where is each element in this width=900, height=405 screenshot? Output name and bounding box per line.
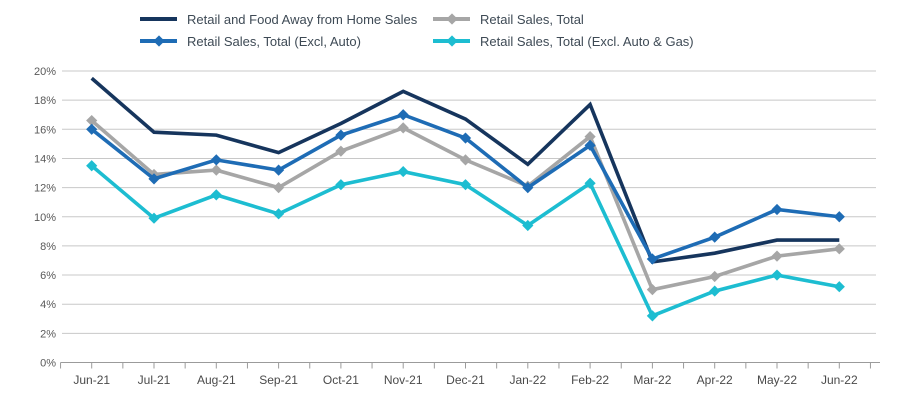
legend-label: Retail and Food Away from Home Sales bbox=[187, 11, 418, 27]
data-point-marker bbox=[86, 114, 98, 127]
data-point-marker bbox=[335, 179, 347, 191]
y-axis-tick-label: 16% bbox=[34, 124, 56, 136]
y-axis-tick-label: 20% bbox=[34, 66, 56, 78]
data-point-marker bbox=[273, 182, 285, 194]
data-point-marker bbox=[584, 130, 596, 143]
data-point-marker bbox=[833, 243, 845, 255]
data-point-marker bbox=[273, 208, 285, 220]
x-axis-tick-label: Apr-22 bbox=[697, 373, 733, 387]
data-point-marker bbox=[86, 123, 98, 135]
data-point-marker bbox=[459, 179, 472, 191]
legend-item-retail-food-away: Retail and Food Away from Home Sales bbox=[140, 10, 433, 28]
x-axis-tick-label: Sep-21 bbox=[259, 373, 298, 387]
legend-label: Retail Sales, Total (Excl. Auto & Gas) bbox=[480, 33, 694, 49]
legend-swatch-navy-line bbox=[140, 17, 177, 21]
y-axis-tick-label: 0% bbox=[40, 358, 56, 370]
x-axis-tick-label: Jun-21 bbox=[73, 373, 110, 387]
y-axis-tick-label: 4% bbox=[40, 299, 56, 311]
data-point-marker bbox=[833, 281, 845, 293]
data-point-marker bbox=[397, 165, 409, 178]
data-point-marker bbox=[833, 211, 845, 223]
legend-item-retail-excl-auto: Retail Sales, Total (Excl, Auto) bbox=[140, 32, 433, 50]
x-axis-tick-label: Jan-22 bbox=[509, 373, 546, 387]
data-point-marker bbox=[584, 139, 596, 151]
legend-item-retail-excl-auto-gas: Retail Sales, Total (Excl. Auto & Gas) bbox=[433, 32, 694, 50]
data-point-marker bbox=[397, 122, 409, 134]
x-axis-tick-label: Mar-22 bbox=[633, 373, 671, 387]
data-point-marker bbox=[148, 173, 160, 185]
x-axis-tick-label: Feb-22 bbox=[571, 373, 609, 387]
y-axis-tick-label: 6% bbox=[40, 270, 56, 282]
y-axis-tick-label: 2% bbox=[40, 328, 56, 340]
data-point-marker bbox=[709, 285, 721, 297]
legend-swatch-cyan-line bbox=[433, 35, 470, 47]
y-axis-tick-label: 10% bbox=[34, 212, 56, 224]
data-point-marker bbox=[646, 310, 658, 322]
data-point-marker bbox=[709, 270, 721, 283]
data-point-marker bbox=[210, 164, 222, 176]
diamond-marker-icon bbox=[445, 35, 458, 47]
y-axis-tick-label: 12% bbox=[34, 183, 56, 195]
x-axis-tick-label: Jun-22 bbox=[821, 373, 858, 387]
data-point-marker bbox=[771, 203, 783, 216]
data-point-marker bbox=[210, 154, 222, 166]
legend-label: Retail Sales, Total bbox=[480, 11, 584, 27]
data-point-marker bbox=[522, 182, 534, 194]
data-point-marker bbox=[646, 284, 658, 296]
data-point-marker bbox=[148, 212, 160, 224]
legend-swatch-gray-line bbox=[433, 13, 470, 25]
chart-legend: Retail and Food Away from Home Sales Ret… bbox=[140, 10, 694, 50]
x-axis-tick-label: Nov-21 bbox=[384, 373, 423, 387]
data-point-marker bbox=[335, 145, 347, 157]
x-axis-tick-label: Aug-21 bbox=[197, 373, 236, 387]
legend-item-retail-total: Retail Sales, Total bbox=[433, 10, 694, 28]
x-axis-tick-label: Oct-21 bbox=[323, 373, 359, 387]
data-point-marker bbox=[397, 109, 409, 121]
legend-label: Retail Sales, Total (Excl, Auto) bbox=[187, 33, 361, 49]
data-point-marker bbox=[709, 231, 721, 243]
series-line-2 bbox=[90, 119, 840, 292]
diamond-marker-icon bbox=[152, 35, 165, 47]
data-point-marker bbox=[771, 269, 783, 281]
y-axis-tick-label: 8% bbox=[40, 241, 56, 253]
y-axis-tick-label: 18% bbox=[34, 95, 56, 107]
diamond-marker-icon bbox=[445, 13, 458, 25]
series-line-0 bbox=[90, 76, 840, 264]
x-axis-tick-label: Dec-21 bbox=[446, 373, 485, 387]
y-axis-tick-label: 14% bbox=[34, 153, 56, 165]
data-point-marker bbox=[459, 154, 472, 166]
data-point-marker bbox=[273, 164, 285, 176]
data-point-marker bbox=[86, 160, 98, 172]
data-point-marker bbox=[210, 189, 222, 201]
data-point-marker bbox=[459, 132, 472, 144]
data-point-marker bbox=[335, 129, 347, 141]
data-point-marker bbox=[771, 250, 783, 262]
data-point-marker bbox=[646, 253, 658, 265]
data-point-marker bbox=[584, 177, 596, 189]
x-axis-tick-label: May-22 bbox=[757, 373, 797, 387]
legend-swatch-blue-line bbox=[140, 35, 177, 47]
x-axis-tick-label: Jul-21 bbox=[138, 373, 171, 387]
data-point-marker bbox=[522, 219, 534, 232]
